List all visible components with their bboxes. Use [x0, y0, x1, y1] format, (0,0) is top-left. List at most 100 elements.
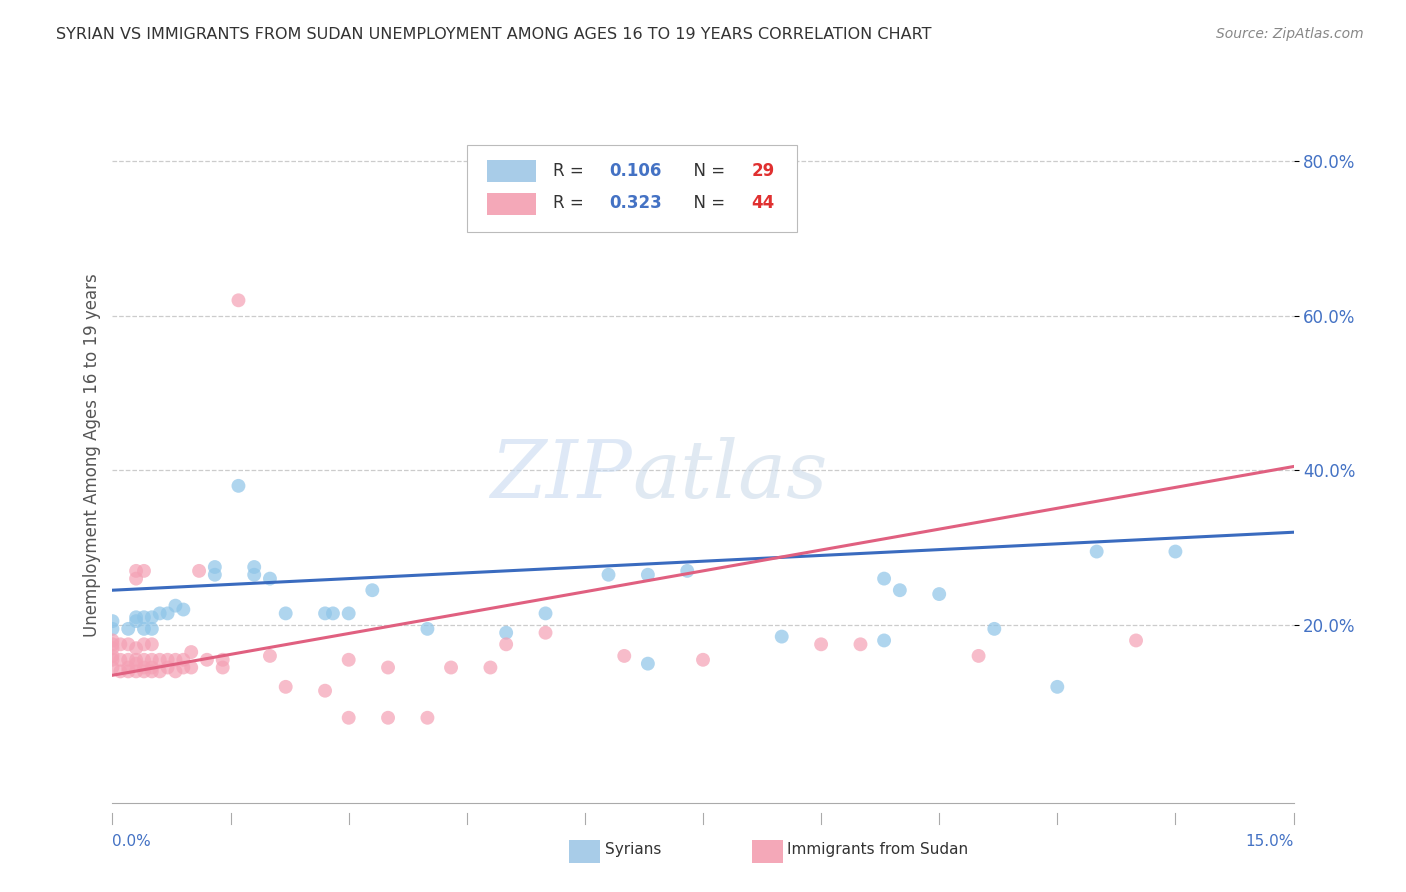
Point — [117, 622, 139, 636]
Point — [377, 660, 399, 674]
Bar — [486, 193, 537, 215]
Text: 29: 29 — [751, 162, 775, 180]
Point — [204, 567, 226, 582]
Text: Syrians: Syrians — [605, 842, 661, 856]
Point — [132, 564, 155, 578]
Point — [125, 657, 148, 671]
Point — [172, 660, 194, 674]
Point — [534, 607, 557, 621]
Text: N =: N = — [683, 194, 730, 212]
Point — [180, 660, 202, 674]
Point — [889, 583, 911, 598]
Point — [495, 637, 517, 651]
Point — [125, 564, 148, 578]
Point — [125, 572, 148, 586]
Bar — [752, 840, 783, 863]
Point — [149, 607, 172, 621]
Point — [259, 648, 281, 663]
Point — [141, 637, 163, 651]
Point — [337, 607, 360, 621]
Point — [125, 653, 148, 667]
Point — [101, 633, 124, 648]
Point — [165, 599, 187, 613]
Point — [211, 653, 233, 667]
Text: SYRIAN VS IMMIGRANTS FROM SUDAN UNEMPLOYMENT AMONG AGES 16 TO 19 YEARS CORRELATI: SYRIAN VS IMMIGRANTS FROM SUDAN UNEMPLOY… — [56, 27, 932, 42]
Point — [243, 567, 266, 582]
Point — [101, 641, 124, 656]
Point — [125, 614, 148, 628]
Point — [416, 622, 439, 636]
Point — [873, 633, 896, 648]
Point — [613, 648, 636, 663]
Point — [676, 564, 699, 578]
Point — [495, 625, 517, 640]
Text: 15.0%: 15.0% — [1246, 834, 1294, 849]
Text: ZIP: ZIP — [491, 437, 633, 515]
Point — [967, 648, 990, 663]
Point — [141, 660, 163, 674]
Point — [983, 622, 1005, 636]
Point — [125, 610, 148, 624]
Point — [274, 607, 297, 621]
Point — [322, 607, 344, 621]
Point — [101, 637, 124, 651]
Point — [211, 660, 233, 674]
Point — [274, 680, 297, 694]
Point — [110, 665, 132, 679]
Text: Immigrants from Sudan: Immigrants from Sudan — [787, 842, 969, 856]
Point — [188, 564, 211, 578]
Point — [692, 653, 714, 667]
Point — [132, 653, 155, 667]
Point — [141, 665, 163, 679]
Text: Source: ZipAtlas.com: Source: ZipAtlas.com — [1216, 27, 1364, 41]
Point — [165, 653, 187, 667]
Bar — [569, 840, 600, 863]
Text: R =: R = — [553, 162, 589, 180]
Point — [132, 610, 155, 624]
Point — [243, 560, 266, 574]
Point — [195, 653, 218, 667]
Point — [101, 660, 124, 674]
Point — [416, 711, 439, 725]
Point — [172, 602, 194, 616]
Point — [228, 479, 250, 493]
Point — [117, 637, 139, 651]
Point — [810, 637, 832, 651]
Point — [125, 665, 148, 679]
Point — [259, 572, 281, 586]
Point — [156, 660, 179, 674]
FancyBboxPatch shape — [467, 145, 797, 232]
Point — [165, 665, 187, 679]
Point — [117, 660, 139, 674]
Point — [156, 653, 179, 667]
Point — [101, 648, 124, 663]
Point — [337, 711, 360, 725]
Point — [141, 610, 163, 624]
Point — [132, 622, 155, 636]
Point — [117, 665, 139, 679]
Point — [1125, 633, 1147, 648]
Point — [132, 665, 155, 679]
Point — [928, 587, 950, 601]
Point — [361, 583, 384, 598]
Point — [337, 653, 360, 667]
Point — [141, 653, 163, 667]
Text: atlas: atlas — [633, 437, 828, 515]
Text: 0.106: 0.106 — [610, 162, 662, 180]
Point — [101, 653, 124, 667]
Text: 0.0%: 0.0% — [112, 834, 152, 849]
Point — [377, 711, 399, 725]
Point — [141, 622, 163, 636]
Text: 0.323: 0.323 — [610, 194, 662, 212]
Point — [110, 637, 132, 651]
Point — [598, 567, 620, 582]
Point — [125, 641, 148, 656]
Point — [228, 293, 250, 308]
Point — [180, 645, 202, 659]
Point — [849, 637, 872, 651]
Point — [314, 683, 336, 698]
Point — [101, 614, 124, 628]
Point — [1046, 680, 1069, 694]
Point — [534, 625, 557, 640]
Point — [1085, 544, 1108, 558]
